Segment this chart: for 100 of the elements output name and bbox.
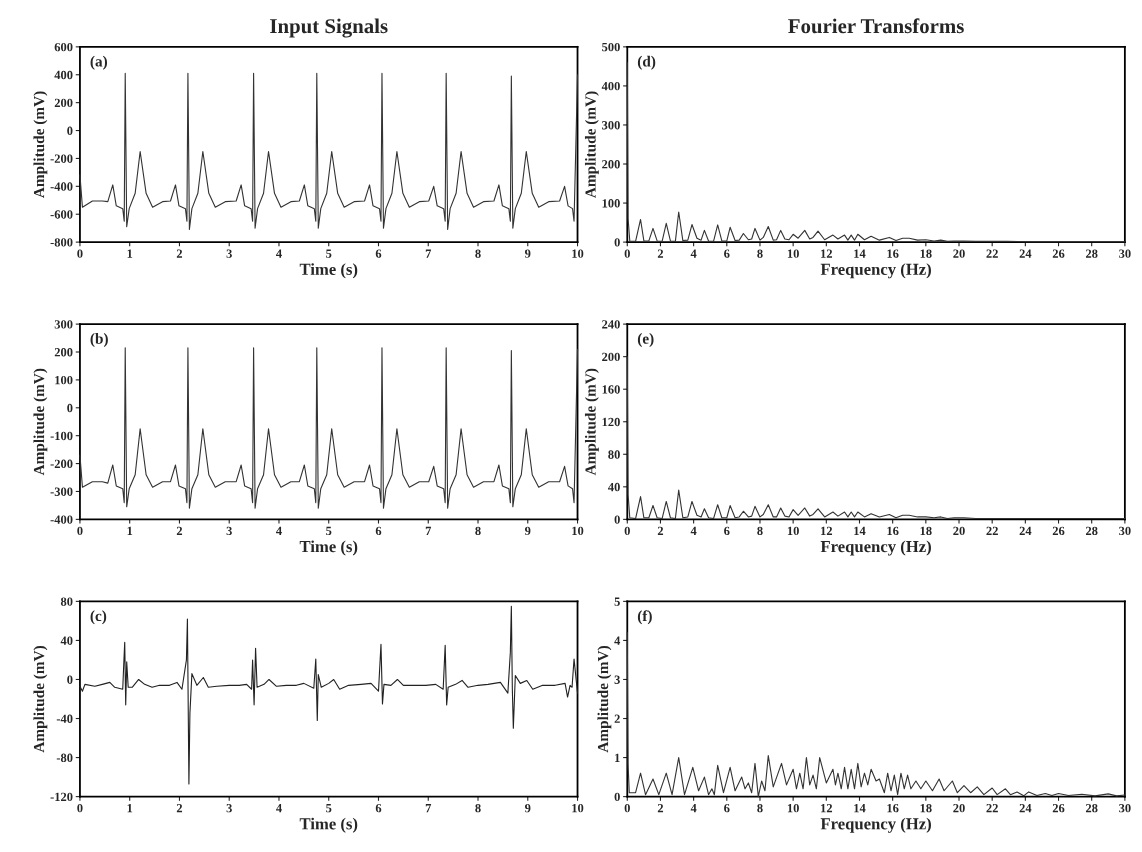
y-tick-label: 120 — [602, 417, 620, 427]
annotation: (f) — [637, 610, 652, 625]
x-tick-label: 6 — [724, 526, 730, 536]
y-tick-label: 200 — [54, 348, 73, 357]
x-tick-label: 8 — [475, 526, 481, 536]
x-tick-label: 4 — [690, 804, 697, 813]
y-tick-label: 500 — [602, 42, 620, 52]
y-tick-label: 200 — [602, 352, 620, 362]
line-series — [79, 347, 579, 509]
y-tick-label: 200 — [54, 98, 73, 108]
x-axis-title: Time (s) — [299, 540, 358, 556]
y-tick-label: -100 — [50, 431, 73, 441]
y-tick-label: 0 — [614, 792, 620, 802]
y-axis-title: Amplitude (mV) — [584, 368, 599, 476]
y-tick-label: -200 — [50, 154, 73, 163]
x-tick-label: 28 — [1085, 803, 1098, 813]
x-tick-label: 0 — [624, 249, 630, 258]
y-tick-label: 100 — [602, 199, 620, 208]
x-tick-label: 8 — [475, 249, 481, 258]
y-tick-label: 0 — [67, 126, 73, 135]
y-axis-title: Amplitude (mV) — [584, 91, 599, 199]
x-tick-label: 1 — [127, 249, 133, 258]
x-tick-label: 20 — [953, 803, 965, 813]
x-tick-label: 22 — [986, 249, 998, 258]
x-tick-label: 14 — [854, 803, 866, 813]
x-tick-label: 4 — [276, 249, 282, 258]
x-axis-title: Frequency (Hz) — [820, 540, 931, 556]
x-tick-label: 5 — [326, 526, 332, 536]
y-tick-label: 4 — [614, 636, 621, 645]
y-tick-label: -800 — [50, 238, 73, 247]
x-tick-label: 22 — [986, 526, 998, 535]
y-tick-label: 400 — [54, 70, 73, 80]
annotation: (a) — [90, 55, 108, 70]
y-tick-label: 200 — [602, 160, 620, 169]
y-tick-label: -300 — [50, 487, 73, 496]
x-tick-label: 9 — [524, 526, 531, 536]
x-tick-label: 8 — [757, 249, 763, 258]
y-tick-label: 0 — [67, 675, 73, 684]
y-tick-label: 0 — [614, 515, 620, 524]
x-tick-label: 2 — [176, 526, 183, 535]
x-tick-label: 18 — [920, 803, 932, 813]
x-tick-label: 14 — [854, 526, 866, 535]
x-tick-label: 12 — [821, 249, 833, 258]
y-tick-label: 400 — [601, 81, 620, 91]
x-axis-title: Frequency (Hz) — [820, 263, 931, 279]
x-tick-label: 1 — [127, 526, 133, 535]
y-axis-title: Amplitude (mV) — [597, 645, 612, 753]
y-tick-label: 5 — [614, 597, 620, 606]
x-tick-label: 6 — [724, 803, 730, 813]
y-tick-label: -400 — [50, 182, 73, 191]
x-tick-label: 20 — [953, 526, 965, 536]
x-tick-label: 10 — [787, 526, 799, 536]
y-tick-label: 160 — [602, 385, 620, 394]
line-series — [79, 605, 579, 785]
chart-title: Fourier Transforms — [788, 18, 964, 34]
x-tick-label: 16 — [887, 249, 899, 258]
x-tick-label: 4 — [276, 526, 282, 535]
y-tick-label: 0 — [67, 403, 73, 413]
y-tick-label: -200 — [50, 459, 73, 469]
x-tick-label: 10 — [572, 526, 584, 536]
x-axis-title: Time (s) — [299, 263, 358, 279]
y-tick-label: 300 — [602, 120, 620, 130]
x-tick-label: 26 — [1052, 249, 1065, 258]
y-axis-title: Amplitude (mV) — [33, 91, 48, 199]
x-tick-label: 9 — [524, 249, 531, 258]
x-tick-label: 18 — [920, 249, 932, 258]
x-tick-label: 26 — [1052, 803, 1065, 813]
x-tick-label: 0 — [77, 526, 83, 536]
y-tick-label: 0 — [614, 238, 620, 247]
x-tick-label: 2 — [657, 526, 664, 535]
x-tick-label: 16 — [887, 803, 899, 813]
x-tick-label: 8 — [757, 803, 763, 813]
annotation: (b) — [90, 333, 108, 347]
y-tick-label: 1 — [615, 753, 620, 762]
y-tick-label: -600 — [50, 210, 73, 219]
x-tick-label: 0 — [77, 249, 83, 258]
x-tick-label: 7 — [425, 804, 432, 813]
y-tick-label: 240 — [602, 320, 620, 329]
y-tick-label: -40 — [56, 714, 73, 723]
x-tick-label: 24 — [1019, 803, 1032, 813]
x-tick-label: 3 — [226, 526, 232, 536]
x-tick-label: 3 — [226, 803, 232, 813]
x-tick-label: 28 — [1085, 249, 1098, 258]
x-tick-label: 6 — [724, 249, 730, 258]
x-tick-label: 30 — [1119, 249, 1131, 258]
annotation: (d) — [637, 55, 656, 70]
x-tick-label: 4 — [690, 249, 697, 258]
x-tick-label: 10 — [787, 803, 799, 813]
x-tick-label: 8 — [757, 526, 763, 536]
x-tick-label: 5 — [326, 249, 332, 258]
y-tick-label: 80 — [608, 450, 620, 459]
x-tick-label: 12 — [821, 526, 833, 535]
y-tick-label: 2 — [614, 714, 620, 723]
x-tick-label: 30 — [1119, 803, 1131, 813]
x-tick-label: 30 — [1119, 526, 1131, 536]
x-tick-label: 0 — [624, 526, 630, 536]
x-tick-label: 10 — [572, 803, 584, 813]
x-tick-label: 20 — [953, 249, 965, 258]
x-tick-label: 0 — [77, 803, 83, 813]
y-tick-label: -400 — [50, 515, 73, 524]
